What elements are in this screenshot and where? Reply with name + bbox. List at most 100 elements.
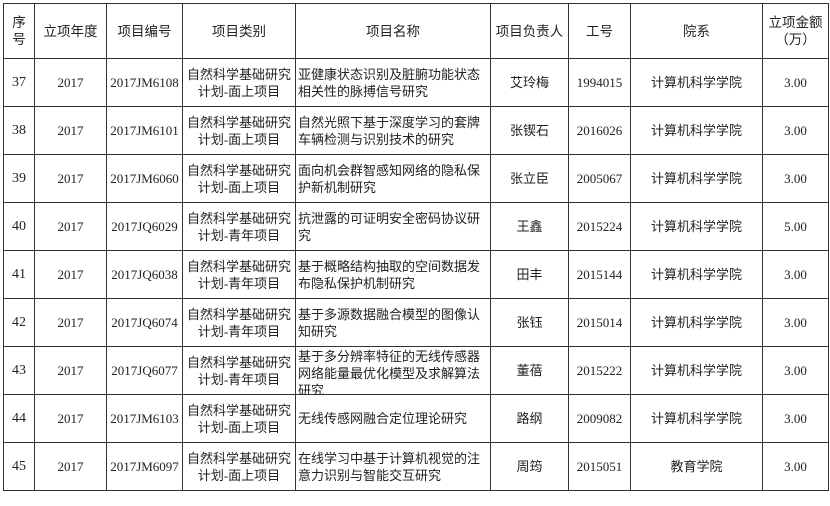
cell-leader: 艾玲梅 bbox=[490, 58, 569, 107]
cell-leader: 张钰 bbox=[490, 298, 569, 347]
table-row: 37 2017 2017JM6108 自然科学基础研究计划-面上项目 亚健康状态识别及脏… bbox=[3, 58, 829, 107]
project-name-text: 基于多源数据融合模型的图像认知研究 bbox=[298, 306, 481, 339]
cell-code: 2017JM6097 bbox=[106, 442, 183, 491]
header-amount: 立项金额（万） bbox=[762, 3, 829, 59]
projects-table: 序号 立项年度 项目编号 项目类别 项目名称 项目负责人 工号 院系 立项金额（万） 37 201… bbox=[3, 3, 829, 491]
cell-year: 2017 bbox=[34, 394, 107, 443]
header-name: 项目名称 bbox=[295, 3, 491, 59]
cell-leader: 张立臣 bbox=[490, 154, 569, 203]
table-row: 41 2017 2017JQ6038 自然科学基础研究计划-青年项目 基于概略结构抽取的… bbox=[3, 250, 829, 299]
cell-seq: 37 bbox=[3, 58, 35, 107]
cell-category: 自然科学基础研究计划-青年项目 bbox=[182, 202, 296, 251]
project-name-text: 在线学习中基于计算机视觉的注意力识别与智能交互研究 bbox=[298, 450, 481, 483]
cell-amount: 3.00 bbox=[762, 106, 829, 155]
cell-leader: 周筠 bbox=[490, 442, 569, 491]
cell-seq: 45 bbox=[3, 442, 35, 491]
cell-category: 自然科学基础研究计划-面上项目 bbox=[182, 154, 296, 203]
cell-dept: 计算机科学学院 bbox=[630, 346, 763, 395]
project-name-text: 亚健康状态识别及脏腑功能状态相关性的脉搏信号研究 bbox=[298, 66, 481, 99]
cell-code: 2017JM6060 bbox=[106, 154, 183, 203]
cell-name: 基于多源数据融合模型的图像认知研究 bbox=[295, 298, 491, 347]
cell-id: 2015051 bbox=[568, 442, 631, 491]
cell-id: 2016026 bbox=[568, 106, 631, 155]
cell-seq: 43 bbox=[3, 346, 35, 395]
cell-name: 亚健康状态识别及脏腑功能状态相关性的脉搏信号研究 bbox=[295, 58, 491, 107]
header-year: 立项年度 bbox=[34, 3, 107, 59]
cell-leader: 路纲 bbox=[490, 394, 569, 443]
cell-code: 2017JQ6077 bbox=[106, 346, 183, 395]
cell-dept: 计算机科学学院 bbox=[630, 250, 763, 299]
project-name-text: 基于概略结构抽取的空间数据发布隐私保护机制研究 bbox=[298, 258, 481, 291]
cell-id: 2009082 bbox=[568, 394, 631, 443]
cell-year: 2017 bbox=[34, 154, 107, 203]
cell-category: 自然科学基础研究计划-青年项目 bbox=[182, 346, 296, 395]
cell-dept: 计算机科学学院 bbox=[630, 394, 763, 443]
cell-year: 2017 bbox=[34, 298, 107, 347]
cell-dept: 计算机科学学院 bbox=[630, 298, 763, 347]
header-dept: 院系 bbox=[630, 3, 763, 59]
cell-category: 自然科学基础研究计划-面上项目 bbox=[182, 106, 296, 155]
table-row: 45 2017 2017JM6097 自然科学基础研究计划-面上项目 在线学习中基于计算… bbox=[3, 442, 829, 491]
cell-category: 自然科学基础研究计划-面上项目 bbox=[182, 58, 296, 107]
project-name-text: 面向机会群智感知网络的隐私保护新机制研究 bbox=[298, 162, 481, 195]
cell-name: 在线学习中基于计算机视觉的注意力识别与智能交互研究 bbox=[295, 442, 491, 491]
cell-name: 自然光照下基于深度学习的套牌车辆检测与识别技术的研究 bbox=[295, 106, 491, 155]
project-name-text: 基于多分辨率特征的无线传感器网络能量最优化模型及求解算法研究 bbox=[298, 348, 481, 394]
cell-category: 自然科学基础研究计划-青年项目 bbox=[182, 250, 296, 299]
cell-year: 2017 bbox=[34, 442, 107, 491]
cell-seq: 39 bbox=[3, 154, 35, 203]
cell-dept: 计算机科学学院 bbox=[630, 202, 763, 251]
cell-category: 自然科学基础研究计划-面上项目 bbox=[182, 394, 296, 443]
table-row: 44 2017 2017JM6103 自然科学基础研究计划-面上项目 无线传感网融合定位… bbox=[3, 394, 829, 443]
cell-amount: 3.00 bbox=[762, 346, 829, 395]
cell-id: 2015144 bbox=[568, 250, 631, 299]
cell-leader: 董蓓 bbox=[490, 346, 569, 395]
cell-category: 自然科学基础研究计划-青年项目 bbox=[182, 298, 296, 347]
cell-leader: 王鑫 bbox=[490, 202, 569, 251]
cell-dept: 计算机科学学院 bbox=[630, 106, 763, 155]
cell-amount: 3.00 bbox=[762, 394, 829, 443]
cell-seq: 44 bbox=[3, 394, 35, 443]
table-row: 38 2017 2017JM6101 自然科学基础研究计划-面上项目 自然光照下基于深度… bbox=[3, 106, 829, 155]
cell-leader: 张锲石 bbox=[490, 106, 569, 155]
cell-id: 1994015 bbox=[568, 58, 631, 107]
cell-dept: 计算机科学学院 bbox=[630, 58, 763, 107]
cell-year: 2017 bbox=[34, 202, 107, 251]
header-category: 项目类别 bbox=[182, 3, 296, 59]
cell-amount: 5.00 bbox=[762, 202, 829, 251]
cell-name: 抗泄露的可证明安全密码协议研究 bbox=[295, 202, 491, 251]
cell-seq: 40 bbox=[3, 202, 35, 251]
cell-name: 基于多分辨率特征的无线传感器网络能量最优化模型及求解算法研究 bbox=[295, 346, 491, 395]
cell-name: 无线传感网融合定位理论研究 bbox=[295, 394, 491, 443]
cell-seq: 38 bbox=[3, 106, 35, 155]
table-row: 39 2017 2017JM6060 自然科学基础研究计划-面上项目 面向机会群智感知网… bbox=[3, 154, 829, 203]
cell-seq: 42 bbox=[3, 298, 35, 347]
header-code: 项目编号 bbox=[106, 3, 183, 59]
cell-amount: 3.00 bbox=[762, 154, 829, 203]
header-row: 序号 立项年度 项目编号 项目类别 项目名称 项目负责人 工号 院系 立项金额（万） bbox=[3, 3, 829, 59]
header-leader: 项目负责人 bbox=[490, 3, 569, 59]
cell-amount: 3.00 bbox=[762, 442, 829, 491]
cell-name: 面向机会群智感知网络的隐私保护新机制研究 bbox=[295, 154, 491, 203]
cell-year: 2017 bbox=[34, 58, 107, 107]
cell-code: 2017JM6108 bbox=[106, 58, 183, 107]
cell-year: 2017 bbox=[34, 250, 107, 299]
table-row: 42 2017 2017JQ6074 自然科学基础研究计划-青年项目 基于多源数据融合模… bbox=[3, 298, 829, 347]
cell-code: 2017JQ6038 bbox=[106, 250, 183, 299]
cell-leader: 田丰 bbox=[490, 250, 569, 299]
cell-dept: 计算机科学学院 bbox=[630, 154, 763, 203]
cell-category: 自然科学基础研究计划-面上项目 bbox=[182, 442, 296, 491]
cell-name: 基于概略结构抽取的空间数据发布隐私保护机制研究 bbox=[295, 250, 491, 299]
table-row: 40 2017 2017JQ6029 自然科学基础研究计划-青年项目 抗泄露的可证明安全… bbox=[3, 202, 829, 251]
cell-id: 2005067 bbox=[568, 154, 631, 203]
cell-id: 2015014 bbox=[568, 298, 631, 347]
cell-seq: 41 bbox=[3, 250, 35, 299]
project-name-text: 无线传感网融合定位理论研究 bbox=[298, 411, 468, 426]
cell-year: 2017 bbox=[34, 106, 107, 155]
header-id: 工号 bbox=[568, 3, 631, 59]
project-name-text: 抗泄露的可证明安全密码协议研究 bbox=[298, 210, 481, 243]
cell-amount: 3.00 bbox=[762, 250, 829, 299]
cell-code: 2017JQ6029 bbox=[106, 202, 183, 251]
cell-amount: 3.00 bbox=[762, 58, 829, 107]
cell-id: 2015222 bbox=[568, 346, 631, 395]
